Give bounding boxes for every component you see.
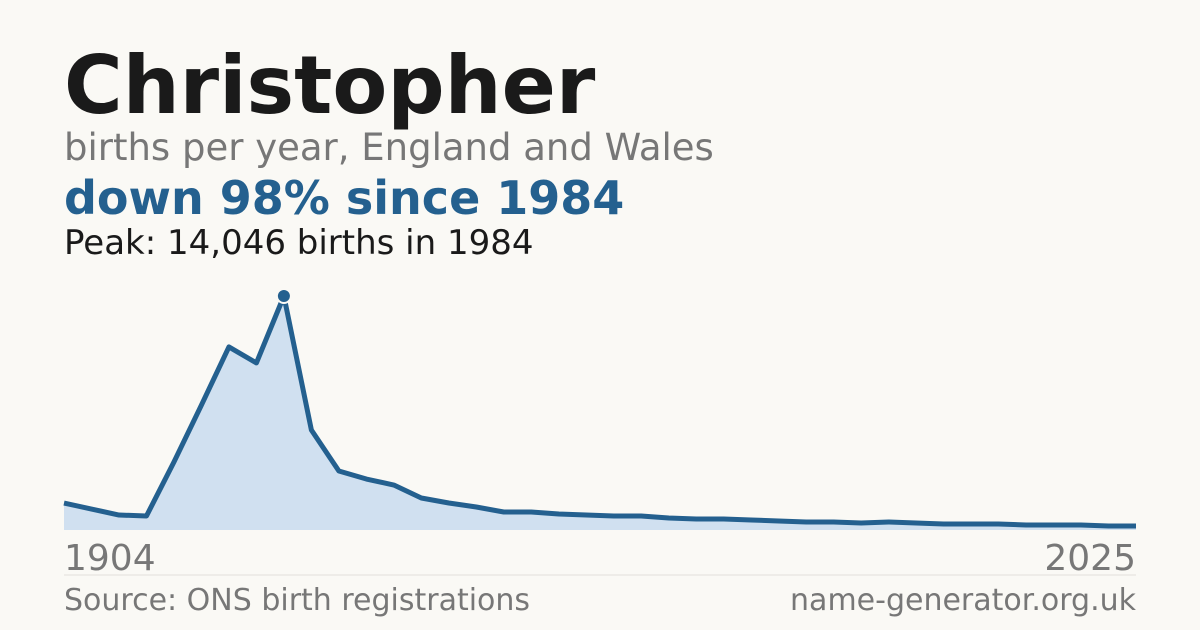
title: Christopher — [64, 39, 596, 132]
peak-annotation: Peak: 14,046 births in 1984 — [64, 223, 534, 263]
headline: down 98% since 1984 — [64, 171, 624, 225]
area-fill — [64, 296, 1136, 530]
x-tick-label: 2025 — [1044, 538, 1136, 579]
area-line — [63, 293, 1136, 529]
peak-marker — [275, 288, 292, 304]
subtitle: births per year, England and Wales — [64, 126, 714, 169]
source: Source: ONS birth registrations — [64, 583, 530, 618]
site: name-generator.org.uk — [790, 583, 1137, 618]
x-tick-label: 1904 — [64, 538, 156, 579]
